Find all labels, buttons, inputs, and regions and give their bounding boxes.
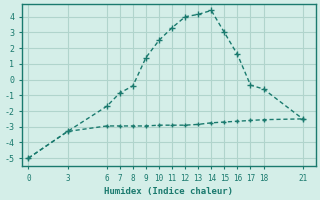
X-axis label: Humidex (Indice chaleur): Humidex (Indice chaleur): [104, 187, 233, 196]
